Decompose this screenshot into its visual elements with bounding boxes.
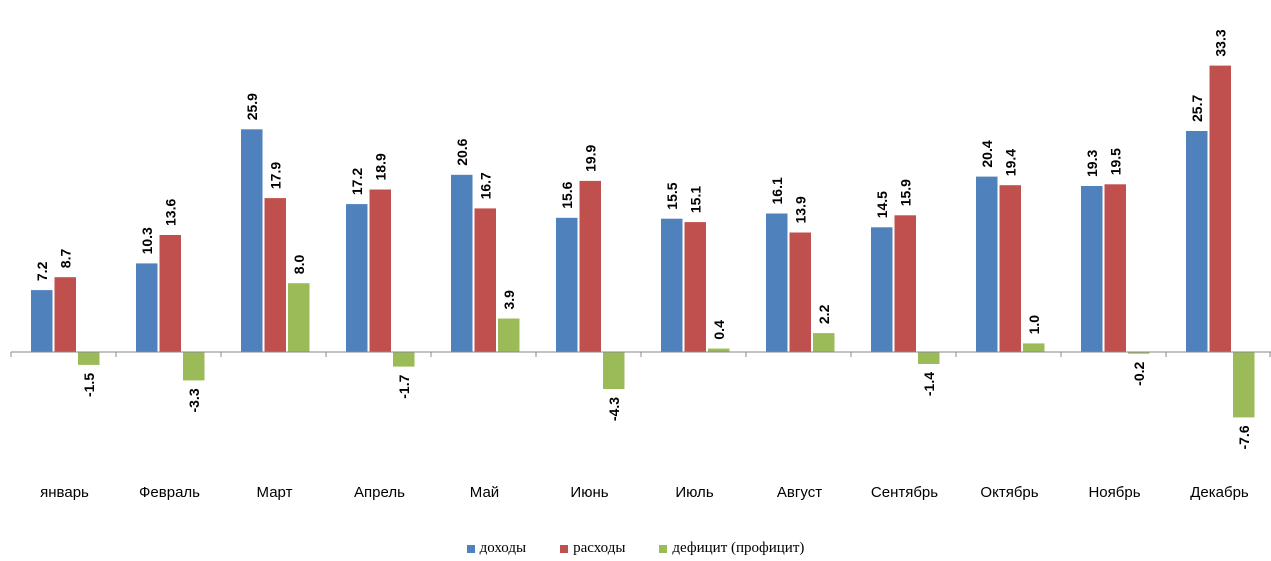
- data-label-deficit-5: 3.9: [501, 290, 517, 310]
- data-label-deficit-10: 1.0: [1026, 315, 1042, 335]
- data-label-expenses-9: 15.9: [897, 179, 913, 206]
- x-tick-label-1: январь: [40, 484, 89, 501]
- bar-expenses-4: [369, 189, 391, 352]
- bar-deficit-6: [603, 352, 625, 389]
- data-label-income-6: 15.6: [559, 181, 575, 208]
- bar-income-12: [1186, 131, 1208, 352]
- data-label-expenses-1: 8.7: [57, 249, 73, 269]
- data-label-deficit-4: -1.7: [396, 374, 412, 398]
- bar-deficit-8: [813, 333, 835, 352]
- legend-swatch-income: [466, 544, 475, 553]
- bar-expenses-10: [999, 185, 1021, 352]
- data-label-income-2: 10.3: [139, 227, 155, 254]
- data-labels-layer: 7.2 8.7 -1.5 10.3 13.6 -3.3 25.9 17.9 8.0 17.2 18.…: [34, 29, 1252, 449]
- x-axis: январь Февраль Март Апрель Май Июнь Июль Август…: [10, 351, 1271, 501]
- data-label-income-3: 25.9: [244, 93, 260, 120]
- bar-deficit-4: [393, 352, 415, 367]
- data-label-expenses-10: 19.4: [1002, 149, 1018, 176]
- data-label-expenses-5: 16.7: [477, 172, 493, 199]
- x-tick-label-3: Март: [257, 484, 293, 501]
- data-label-deficit-3: 8.0: [291, 255, 307, 275]
- data-label-income-12: 25.7: [1189, 95, 1205, 122]
- legend-item-income: доходы: [466, 540, 527, 557]
- data-label-expenses-11: 19.5: [1107, 148, 1123, 175]
- legend-swatch-deficit: [659, 544, 668, 553]
- legend-label-income: доходы: [479, 540, 527, 556]
- data-label-expenses-12: 33.3: [1212, 29, 1228, 56]
- bar-expenses-8: [789, 232, 811, 352]
- bar-income-7: [661, 218, 683, 352]
- bar-deficit-12: [1233, 352, 1255, 418]
- data-label-deficit-2: -3.3: [186, 388, 202, 412]
- bar-expenses-6: [579, 180, 601, 352]
- data-label-income-4: 17.2: [349, 168, 365, 195]
- bar-expenses-1: [54, 277, 76, 352]
- legend-label-expenses: расходы: [573, 540, 626, 556]
- data-label-deficit-6: -4.3: [606, 397, 622, 421]
- bar-deficit-9: [918, 352, 940, 364]
- data-label-expenses-7: 15.1: [687, 186, 703, 213]
- data-label-deficit-12: -7.6: [1236, 425, 1252, 449]
- data-label-expenses-6: 19.9: [582, 144, 598, 171]
- x-tick-label-8: Август: [777, 484, 822, 501]
- bar-income-2: [136, 263, 158, 352]
- bar-income-11: [1081, 186, 1103, 352]
- bar-deficit-5: [498, 318, 520, 352]
- bar-expenses-7: [684, 222, 706, 352]
- bar-deficit-7: [708, 348, 730, 352]
- data-label-expenses-4: 18.9: [372, 153, 388, 180]
- x-tick-label-9: Сентябрь: [871, 484, 938, 501]
- bar-deficit-10: [1023, 343, 1045, 352]
- x-tick-label-7: Июль: [675, 484, 713, 501]
- data-label-income-5: 20.6: [454, 138, 470, 165]
- bar-income-8: [766, 213, 788, 352]
- bar-income-6: [556, 217, 578, 352]
- bar-income-4: [346, 204, 368, 352]
- legend-swatch-expenses: [560, 544, 569, 553]
- legend-item-deficit: дефицит (профицит): [659, 540, 804, 557]
- legend: доходы расходы дефицит (профицит): [0, 540, 1271, 557]
- x-tick-label-11: Ноябрь: [1088, 484, 1140, 501]
- bar-income-1: [31, 290, 53, 352]
- x-tick-label-4: Апрель: [354, 484, 405, 501]
- data-label-expenses-8: 13.9: [792, 196, 808, 223]
- x-tick-label-6: Июнь: [570, 484, 608, 501]
- data-label-expenses-3: 17.9: [267, 162, 283, 189]
- data-label-income-10: 20.4: [979, 140, 995, 167]
- x-tick-label-12: Декабрь: [1190, 484, 1249, 501]
- x-tick-label-2: Февраль: [139, 484, 200, 501]
- bar-income-10: [976, 176, 998, 352]
- legend-item-expenses: расходы: [560, 540, 625, 557]
- data-label-income-1: 7.2: [34, 261, 50, 281]
- x-tick-label-10: Октябрь: [980, 484, 1038, 501]
- bar-deficit-2: [183, 352, 205, 381]
- legend-label-deficit: дефицит (профицит): [672, 540, 805, 556]
- data-label-income-9: 14.5: [874, 191, 890, 218]
- bar-income-9: [871, 227, 893, 352]
- data-label-deficit-9: -1.4: [921, 372, 937, 396]
- x-tick-label-5: Май: [470, 484, 499, 501]
- data-label-deficit-11: -0.2: [1131, 361, 1147, 385]
- data-label-deficit-8: 2.2: [816, 304, 832, 324]
- bar-expenses-5: [474, 208, 496, 352]
- bars-layer: [31, 65, 1255, 418]
- bar-expenses-12: [1209, 65, 1231, 352]
- data-label-expenses-2: 13.6: [162, 199, 178, 226]
- bar-expenses-3: [264, 198, 286, 352]
- bar-expenses-11: [1104, 184, 1126, 352]
- data-label-deficit-7: 0.4: [711, 320, 727, 340]
- data-label-income-7: 15.5: [664, 182, 680, 209]
- bar-chart: 7.2 8.7 -1.5 10.3 13.6 -3.3 25.9 17.9 8.0 17.2 18.…: [10, 29, 1271, 501]
- bar-deficit-3: [288, 283, 310, 352]
- bar-deficit-11: [1128, 352, 1150, 354]
- bar-income-3: [241, 129, 263, 352]
- bar-income-5: [451, 174, 473, 352]
- data-label-deficit-1: -1.5: [81, 373, 97, 397]
- bar-expenses-9: [894, 215, 916, 352]
- bar-expenses-2: [159, 235, 181, 352]
- bar-deficit-1: [78, 352, 100, 365]
- data-label-income-11: 19.3: [1084, 150, 1100, 177]
- data-label-income-8: 16.1: [769, 177, 785, 204]
